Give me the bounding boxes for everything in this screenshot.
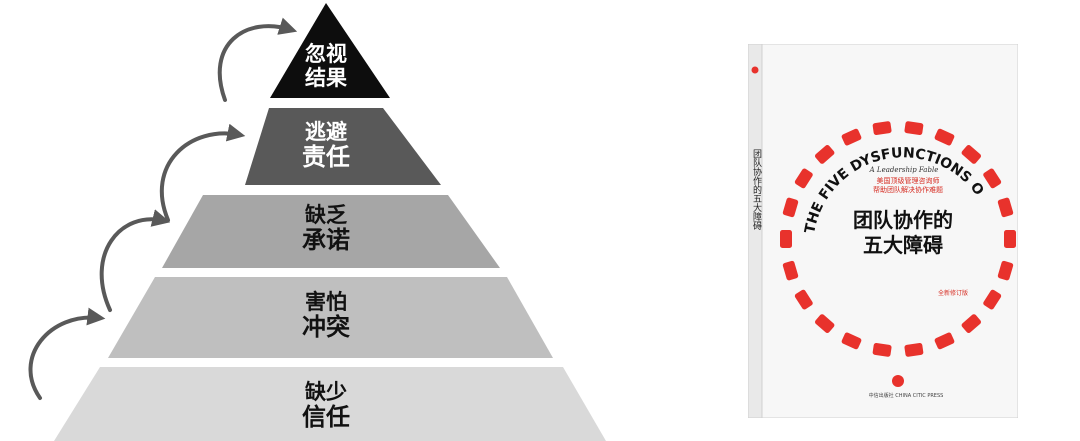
pyramid-diagram <box>28 3 606 441</box>
pyramid-tier-5-label: 缺少 信任 <box>283 380 369 432</box>
spine-red-dot-icon <box>751 66 759 74</box>
red-block-icon <box>983 289 1002 310</box>
book-title-line2: 五大障碍 <box>863 233 943 257</box>
red-block-icon <box>961 144 982 164</box>
curved-arrow-icon-3 <box>99 209 171 312</box>
pyramid-tier-4-shape <box>108 277 553 358</box>
tier-4-line2: 冲突 <box>302 313 350 342</box>
tier-5-line2: 信任 <box>302 403 350 432</box>
book-title-line1: 团队协作的 <box>853 208 953 232</box>
red-block-icon <box>780 230 792 248</box>
book-cover: THE FIVE DYSFUNCTIONS OF A TEAM 团队协作的五大障… <box>748 44 1018 418</box>
red-block-icon <box>961 314 982 334</box>
red-block-icon <box>904 121 924 135</box>
red-block-icon <box>794 289 813 310</box>
pyramid-tier-1-shape <box>270 3 390 98</box>
red-block-icon <box>872 343 892 357</box>
publisher-label: 中信出版社 CHINA CITIC PRESS <box>868 393 944 399</box>
tier-3-line2: 承诺 <box>302 226 350 255</box>
red-block-icon <box>841 128 862 146</box>
red-block-icon <box>782 197 799 218</box>
pyramid-tier-3-label: 缺乏 承诺 <box>283 203 369 255</box>
book-subtitle: A Leadership Fable <box>869 166 939 174</box>
red-block-icon <box>841 332 862 350</box>
red-block-icon <box>1004 230 1016 248</box>
book-cover-art: THE FIVE DYSFUNCTIONS OF A TEAM <box>748 44 1018 418</box>
red-block-icon <box>794 168 813 189</box>
pyramid-tier-2-label: 逃避 责任 <box>283 120 369 172</box>
pyramid-tier-5-shape <box>54 367 606 441</box>
red-block-icon <box>997 260 1014 281</box>
book-tagline-1: 美国顶级管理咨询师 <box>876 177 940 185</box>
red-block-icon <box>934 332 955 350</box>
red-block-ring <box>780 121 1016 357</box>
red-block-icon <box>983 168 1002 189</box>
red-block-icon <box>814 144 835 164</box>
tier-2-line1: 逃避 <box>305 120 347 144</box>
pyramid-tier-1-label: 忽视 结果 <box>286 42 366 90</box>
red-block-icon <box>997 197 1014 218</box>
book-tagline-2: 帮助团队解决协作难题 <box>873 186 943 194</box>
book-spine <box>748 44 763 418</box>
pyramid-tier-4-label: 害怕 冲突 <box>283 290 369 342</box>
red-block-icon <box>934 128 955 146</box>
curved-arrow-icon-1 <box>217 17 298 102</box>
tier-2-line2: 责任 <box>302 143 350 172</box>
tier-3-line1: 缺乏 <box>305 203 347 227</box>
spine-title: 团队协作的五大障碍 <box>751 149 761 230</box>
edition-badge: 全新修订版 <box>937 290 968 297</box>
curved-arrow-icon-2 <box>159 123 246 222</box>
red-block-icon <box>872 121 892 135</box>
red-block-icon <box>904 343 924 357</box>
pyramid-tier-3-shape <box>162 195 500 268</box>
publisher-logo-icon <box>892 375 904 387</box>
tier-1-line1: 忽视 <box>305 42 347 66</box>
red-block-icon <box>814 314 835 334</box>
tier-5-line1: 缺少 <box>305 380 347 404</box>
pyramid-tier-2-shape <box>245 108 441 185</box>
red-block-icon <box>782 260 799 281</box>
tier-4-line1: 害怕 <box>305 290 347 314</box>
tier-1-line2: 结果 <box>305 66 347 91</box>
curved-arrow-icon-4 <box>28 307 106 400</box>
